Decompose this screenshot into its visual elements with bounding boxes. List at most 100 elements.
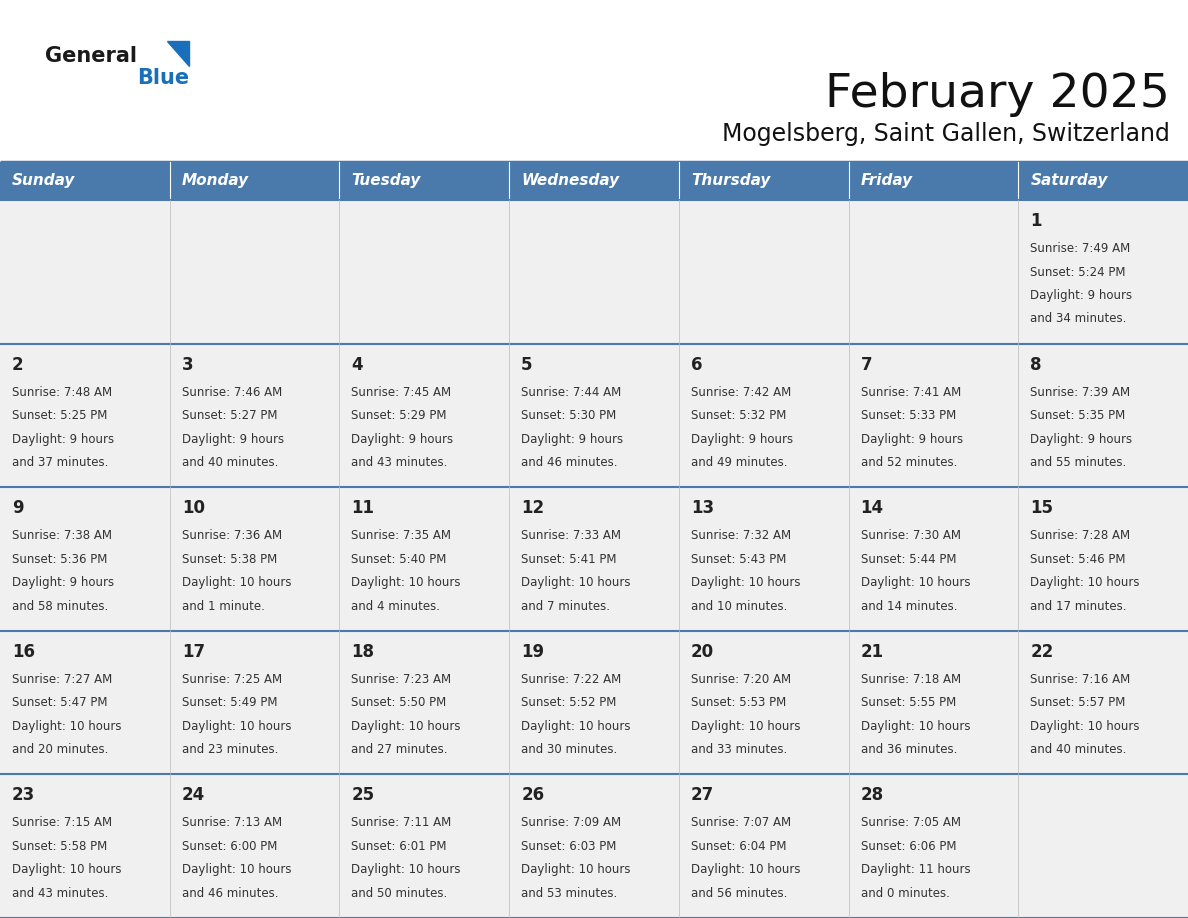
Text: Sunrise: 7:22 AM: Sunrise: 7:22 AM <box>522 673 621 686</box>
Text: and 46 minutes.: and 46 minutes. <box>522 456 618 469</box>
Text: Daylight: 10 hours: Daylight: 10 hours <box>522 864 631 877</box>
Text: Sunrise: 7:13 AM: Sunrise: 7:13 AM <box>182 816 282 829</box>
Text: and 23 minutes.: and 23 minutes. <box>182 744 278 756</box>
Text: 22: 22 <box>1030 643 1054 661</box>
Text: and 53 minutes.: and 53 minutes. <box>522 887 618 900</box>
Text: Tuesday: Tuesday <box>352 174 421 188</box>
Text: Sunrise: 7:11 AM: Sunrise: 7:11 AM <box>352 816 451 829</box>
Text: Sunrise: 7:16 AM: Sunrise: 7:16 AM <box>1030 673 1131 686</box>
Text: Thursday: Thursday <box>691 174 770 188</box>
Text: Sunset: 5:30 PM: Sunset: 5:30 PM <box>522 409 617 422</box>
Text: 25: 25 <box>352 787 374 804</box>
Text: Daylight: 9 hours: Daylight: 9 hours <box>12 432 114 445</box>
Text: and 43 minutes.: and 43 minutes. <box>12 887 108 900</box>
Text: Sunset: 5:57 PM: Sunset: 5:57 PM <box>1030 696 1126 710</box>
Text: and 10 minutes.: and 10 minutes. <box>691 599 788 612</box>
Text: and 52 minutes.: and 52 minutes. <box>860 456 958 469</box>
Text: and 4 minutes.: and 4 minutes. <box>352 599 441 612</box>
Text: Daylight: 10 hours: Daylight: 10 hours <box>860 577 971 589</box>
Text: Sunset: 5:24 PM: Sunset: 5:24 PM <box>1030 265 1126 278</box>
Text: and 33 minutes.: and 33 minutes. <box>691 744 788 756</box>
Bar <box>1018 343 1188 487</box>
Text: Daylight: 10 hours: Daylight: 10 hours <box>1030 720 1139 733</box>
Text: General: General <box>45 46 137 66</box>
Bar <box>340 775 510 918</box>
Text: and 46 minutes.: and 46 minutes. <box>182 887 278 900</box>
Text: and 17 minutes.: and 17 minutes. <box>1030 599 1126 612</box>
Text: Sunrise: 7:09 AM: Sunrise: 7:09 AM <box>522 816 621 829</box>
Text: Daylight: 10 hours: Daylight: 10 hours <box>352 577 461 589</box>
Text: Sunset: 5:35 PM: Sunset: 5:35 PM <box>1030 409 1125 422</box>
Text: and 1 minute.: and 1 minute. <box>182 599 265 612</box>
Bar <box>510 162 678 200</box>
Text: Sunset: 5:33 PM: Sunset: 5:33 PM <box>860 409 956 422</box>
Bar <box>170 775 340 918</box>
Text: Daylight: 10 hours: Daylight: 10 hours <box>182 720 291 733</box>
Bar <box>678 775 848 918</box>
Text: 6: 6 <box>691 355 702 374</box>
Text: 17: 17 <box>182 643 204 661</box>
Text: Saturday: Saturday <box>1030 174 1107 188</box>
Text: and 27 minutes.: and 27 minutes. <box>352 744 448 756</box>
Text: Daylight: 9 hours: Daylight: 9 hours <box>691 432 792 445</box>
Text: Sunrise: 7:32 AM: Sunrise: 7:32 AM <box>691 529 791 543</box>
Text: Daylight: 10 hours: Daylight: 10 hours <box>691 577 801 589</box>
Text: Sunrise: 7:41 AM: Sunrise: 7:41 AM <box>860 386 961 398</box>
Bar <box>848 487 1018 631</box>
Text: Friday: Friday <box>860 174 912 188</box>
Text: Daylight: 10 hours: Daylight: 10 hours <box>860 720 971 733</box>
Text: Sunset: 5:40 PM: Sunset: 5:40 PM <box>352 553 447 565</box>
Bar <box>340 200 510 343</box>
Bar <box>340 487 510 631</box>
Text: Sunset: 5:43 PM: Sunset: 5:43 PM <box>691 553 786 565</box>
Text: Sunset: 6:06 PM: Sunset: 6:06 PM <box>860 840 956 853</box>
Bar <box>510 631 678 775</box>
Bar <box>340 162 510 200</box>
Text: Monday: Monday <box>182 174 248 188</box>
Text: Sunrise: 7:36 AM: Sunrise: 7:36 AM <box>182 529 282 543</box>
Text: and 49 minutes.: and 49 minutes. <box>691 456 788 469</box>
Text: and 20 minutes.: and 20 minutes. <box>12 744 108 756</box>
Text: 4: 4 <box>352 355 364 374</box>
Text: Sunset: 5:46 PM: Sunset: 5:46 PM <box>1030 553 1126 565</box>
Bar <box>0 200 170 343</box>
Text: and 43 minutes.: and 43 minutes. <box>352 456 448 469</box>
Text: Sunrise: 7:35 AM: Sunrise: 7:35 AM <box>352 529 451 543</box>
Text: 21: 21 <box>860 643 884 661</box>
Text: Daylight: 10 hours: Daylight: 10 hours <box>182 864 291 877</box>
Text: Wednesday: Wednesday <box>522 174 619 188</box>
Text: Sunrise: 7:33 AM: Sunrise: 7:33 AM <box>522 529 621 543</box>
Text: and 30 minutes.: and 30 minutes. <box>522 744 618 756</box>
Text: Sunrise: 7:07 AM: Sunrise: 7:07 AM <box>691 816 791 829</box>
Bar <box>170 487 340 631</box>
Text: Daylight: 10 hours: Daylight: 10 hours <box>691 720 801 733</box>
Text: Sunrise: 7:42 AM: Sunrise: 7:42 AM <box>691 386 791 398</box>
Text: Sunset: 5:25 PM: Sunset: 5:25 PM <box>12 409 107 422</box>
Bar <box>678 200 848 343</box>
Text: and 37 minutes.: and 37 minutes. <box>12 456 108 469</box>
Text: Sunrise: 7:46 AM: Sunrise: 7:46 AM <box>182 386 282 398</box>
Bar <box>1018 200 1188 343</box>
Text: Sunset: 6:04 PM: Sunset: 6:04 PM <box>691 840 786 853</box>
Text: 10: 10 <box>182 499 204 517</box>
Text: Daylight: 10 hours: Daylight: 10 hours <box>1030 577 1139 589</box>
Text: Sunday: Sunday <box>12 174 75 188</box>
Text: and 7 minutes.: and 7 minutes. <box>522 599 611 612</box>
Bar <box>340 631 510 775</box>
Bar <box>678 162 848 200</box>
Text: Sunrise: 7:23 AM: Sunrise: 7:23 AM <box>352 673 451 686</box>
Bar <box>848 162 1018 200</box>
Bar <box>1018 162 1188 200</box>
Text: Daylight: 10 hours: Daylight: 10 hours <box>12 720 121 733</box>
Bar <box>678 631 848 775</box>
Text: Blue: Blue <box>137 68 189 88</box>
Bar <box>678 343 848 487</box>
Bar <box>0 162 170 200</box>
Text: Sunrise: 7:15 AM: Sunrise: 7:15 AM <box>12 816 112 829</box>
Text: Sunrise: 7:30 AM: Sunrise: 7:30 AM <box>860 529 961 543</box>
Text: Sunset: 5:29 PM: Sunset: 5:29 PM <box>352 409 447 422</box>
Text: and 14 minutes.: and 14 minutes. <box>860 599 958 612</box>
Text: 19: 19 <box>522 643 544 661</box>
Bar <box>678 487 848 631</box>
Text: 2: 2 <box>12 355 24 374</box>
